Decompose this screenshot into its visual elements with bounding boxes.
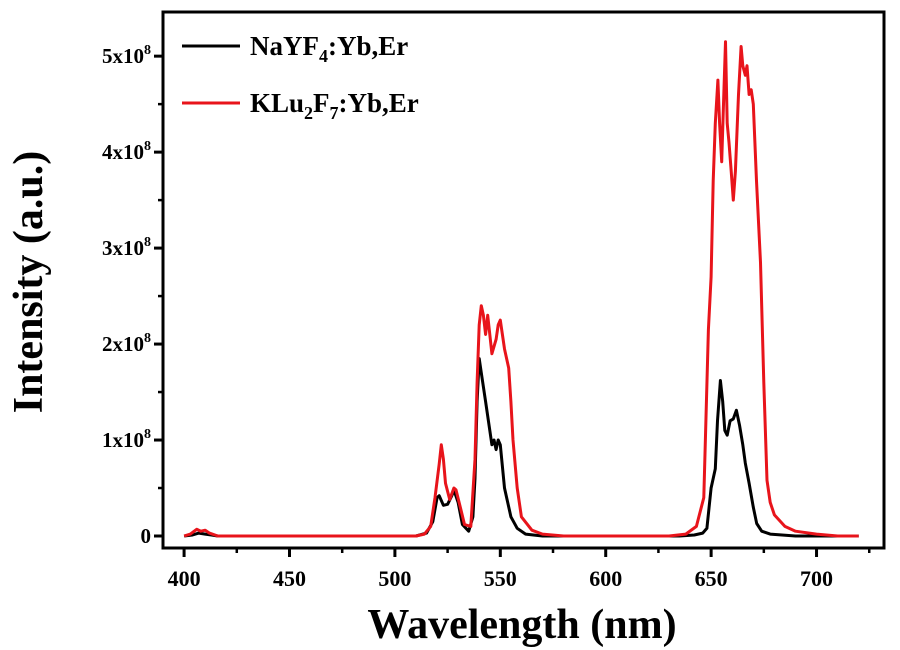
legend-text: F [313, 88, 330, 118]
y-tick-label: 0 [141, 524, 152, 548]
y-tick-base: 4x10 [102, 140, 144, 164]
y-tick-label: 2x108 [102, 331, 151, 356]
y-tick-base: 5x10 [102, 44, 144, 68]
x-tick-label: 450 [273, 566, 306, 591]
x-axis-title: Wavelength (nm) [367, 602, 676, 648]
y-tick-exponent: 8 [144, 139, 151, 154]
series-line-0 [183, 357, 859, 538]
series-line-1 [183, 40, 859, 538]
x-tick-label: 650 [695, 566, 728, 591]
x-tick-label: 600 [589, 566, 622, 591]
y-tick-base: 0 [141, 524, 152, 548]
y-tick-base: 1x10 [102, 428, 144, 452]
y-tick-base: 2x10 [102, 332, 144, 356]
y-axis-title: Intensity (a.u.) [6, 151, 52, 414]
plot-area [183, 40, 859, 538]
x-tick-label: 400 [168, 566, 201, 591]
y-tick-label: 4x108 [102, 139, 151, 164]
legend-text: :Yb,Er [339, 88, 419, 118]
legend-subscript: 2 [304, 103, 313, 123]
y-tick-label: 5x108 [102, 43, 151, 68]
legend-label-1: KLu2F7:Yb,Er [250, 88, 419, 123]
legend-text: KLu [250, 88, 304, 118]
plot-frame [161, 10, 886, 550]
y-tick-exponent: 8 [144, 235, 151, 250]
y-tick-exponent: 8 [144, 43, 151, 58]
y-tick-exponent: 8 [144, 331, 151, 346]
legend-subscript: 7 [330, 103, 339, 123]
x-tick-label: 500 [378, 566, 411, 591]
y-tick-base: 3x10 [102, 236, 144, 260]
legend-text: :Yb,Er [328, 31, 408, 61]
x-tick-label: 550 [484, 566, 517, 591]
y-tick-label: 3x108 [102, 235, 151, 260]
legend-subscript: 4 [319, 46, 328, 66]
legend-label-0: NaYF4:Yb,Er [250, 31, 408, 66]
x-tick-label: 700 [800, 566, 833, 591]
legend-text: NaYF [250, 31, 319, 61]
axes: 400 450 500 550 600 650 70001x1082x1083x1084x1… [102, 10, 886, 591]
y-tick-exponent: 8 [144, 427, 151, 442]
y-tick-label: 1x108 [102, 427, 151, 452]
